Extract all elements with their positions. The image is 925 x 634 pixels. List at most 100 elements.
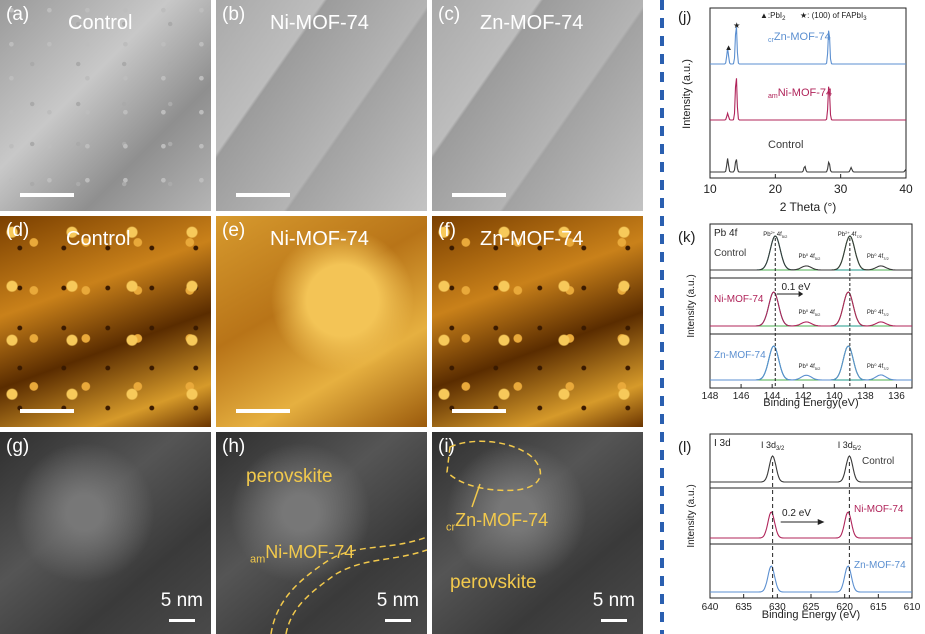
peak-label-a2: Pb2+ 4f7/2 [838, 230, 863, 239]
xrd-chart: (j) ▲:PbI2 ★: (100) of FAPbI3 crZn-MOF-7… [678, 7, 913, 214]
panel-c-sem: (c) Zn-MOF-74 [432, 0, 643, 211]
xps-i3d-chart: (l) I 3d Control Ni-MOF-74 Zn-MOF-74 I 3d3/… [678, 433, 921, 621]
panel-d-afm: (d) Control [0, 216, 211, 427]
x-tick-label: 144 [764, 391, 781, 402]
scale-bar [601, 619, 627, 622]
series-label: crZn-MOF-74 [768, 31, 831, 44]
y-axis-label: Intensity (a.u.) [686, 274, 697, 337]
x-tick-label: 148 [702, 391, 719, 402]
x-tick-label: 635 [735, 602, 752, 613]
interface-outline [270, 536, 427, 634]
xrd-line-Zn-MOF-74 [710, 26, 906, 65]
x-tick-label: 142 [795, 391, 812, 402]
panel-i-tem: (i) crZn-MOF-74 perovskite 5 nm [432, 432, 643, 634]
series-label: Control [714, 248, 746, 259]
pbi2-marker: ▲ [725, 43, 733, 52]
i3d-line-Zn-MOF-74 [710, 565, 912, 593]
scale-bar [236, 193, 290, 197]
panel-title: Control [66, 228, 131, 250]
panel-label: (g) [6, 436, 30, 457]
panel-label: (d) [6, 220, 30, 241]
x-axis-label: 2 Theta (°) [780, 200, 837, 214]
chart-subtitle: I 3d [714, 438, 731, 449]
legend-pbi2: ▲:PbI2 [760, 11, 786, 22]
scale-bar [169, 619, 195, 622]
shift-label: 0.2 eV [782, 508, 811, 519]
scale-bar [20, 193, 74, 197]
mof-region-outline [446, 440, 542, 492]
shift-label: 0.1 eV [781, 282, 810, 293]
mof-name: Zn-MOF-74 [455, 510, 549, 530]
x-tick-label: 146 [733, 391, 750, 402]
x-tick-label: 630 [769, 602, 786, 613]
scale-bar [236, 409, 290, 413]
x-tick-label: 640 [702, 602, 719, 613]
shift-arrowhead [798, 291, 804, 297]
peak-label-a: I 3d3/2 [761, 440, 785, 452]
plot-frame [709, 223, 913, 389]
legend-fapbi3: ★: (100) of FAPbI3 [800, 11, 867, 22]
interface-line-inner [285, 549, 427, 634]
peak-label-b2: Pb0 4f7/2 [867, 362, 890, 371]
series-label: amNi-MOF-74 [768, 87, 832, 100]
peak-label-b2: Pb0 4f7/2 [867, 252, 890, 261]
i3d-line-Ni-MOF-74 [710, 511, 912, 539]
panel-title: Zn-MOF-74 [480, 12, 584, 34]
panel-title: Control [68, 12, 133, 34]
series-label: Zn-MOF-74 [714, 350, 766, 361]
xps-pb4f-chart: (k) Pb 4f Control Pb0 4f5/2 Pb0 4f7/2 Ni-MO… [678, 223, 913, 409]
fapbi3-marker: ★ [733, 21, 740, 30]
panel-f-afm: (f) Zn-MOF-74 [432, 216, 643, 427]
series-label: Control [862, 456, 894, 467]
mof-phase-subscript: am [250, 553, 266, 566]
x-tick-label: 620 [836, 602, 853, 613]
pb4f-envelope [710, 291, 912, 327]
series-label: Zn-MOF-74 [854, 560, 906, 571]
series-label: Control [768, 139, 803, 151]
annotation-arrow [471, 483, 481, 508]
x-tick-label: 20 [769, 182, 783, 196]
i3d-line-Control [710, 455, 912, 483]
y-axis-label: Intensity (a.u.) [686, 484, 697, 547]
panel-label: (h) [222, 436, 246, 457]
xrd-line-Ni-MOF-74 [710, 78, 906, 121]
scale-label: 5 nm [376, 590, 419, 611]
mof-phase-subscript: cr [446, 521, 456, 534]
x-tick-label: 610 [904, 602, 921, 613]
x-tick-label: 625 [803, 602, 820, 613]
x-tick-label: 136 [888, 391, 905, 402]
panel-title: Ni-MOF-74 [270, 12, 369, 34]
perovskite-annotation: perovskite [450, 572, 537, 593]
panel-label: (j) [678, 9, 691, 26]
x-tick-label: 40 [899, 182, 913, 196]
plot-frame [709, 7, 907, 179]
xrd-line-Control [710, 158, 907, 173]
scale-bar [385, 619, 411, 622]
interface-line-outer [270, 536, 427, 634]
x-tick-label: 138 [857, 391, 874, 402]
panel-title: Zn-MOF-74 [480, 228, 584, 250]
peak-label-b: I 3d5/2 [838, 440, 862, 452]
mof-outline [446, 440, 542, 508]
panel-label: (b) [222, 4, 246, 25]
shift-arrowhead [817, 519, 825, 525]
x-tick-label: 30 [834, 182, 848, 196]
scale-label: 5 nm [592, 590, 635, 611]
peak-label-b1: Pb0 4f5/2 [799, 308, 822, 317]
mof-annotation: crZn-MOF-74 [446, 510, 548, 534]
series-label: Ni-MOF-74 [854, 504, 904, 515]
panel-label: (k) [678, 229, 696, 246]
panel-label: (a) [6, 4, 30, 25]
panel-divider [660, 0, 664, 634]
panel-label: (l) [678, 439, 691, 456]
mof-name: Ni-MOF-74 [265, 542, 355, 562]
panel-e-afm: (e) Ni-MOF-74 [216, 216, 427, 427]
scale-label: 5 nm [160, 590, 203, 611]
panel-g-tem: (g) 5 nm [0, 432, 211, 634]
pb4f-envelope [710, 235, 912, 271]
chart-subtitle: Pb 4f [714, 228, 738, 239]
panel-label: (e) [222, 220, 246, 241]
scale-bar [452, 409, 506, 413]
peak-label-b1: Pb0 4f5/2 [799, 362, 822, 371]
panel-label: (c) [438, 4, 461, 25]
